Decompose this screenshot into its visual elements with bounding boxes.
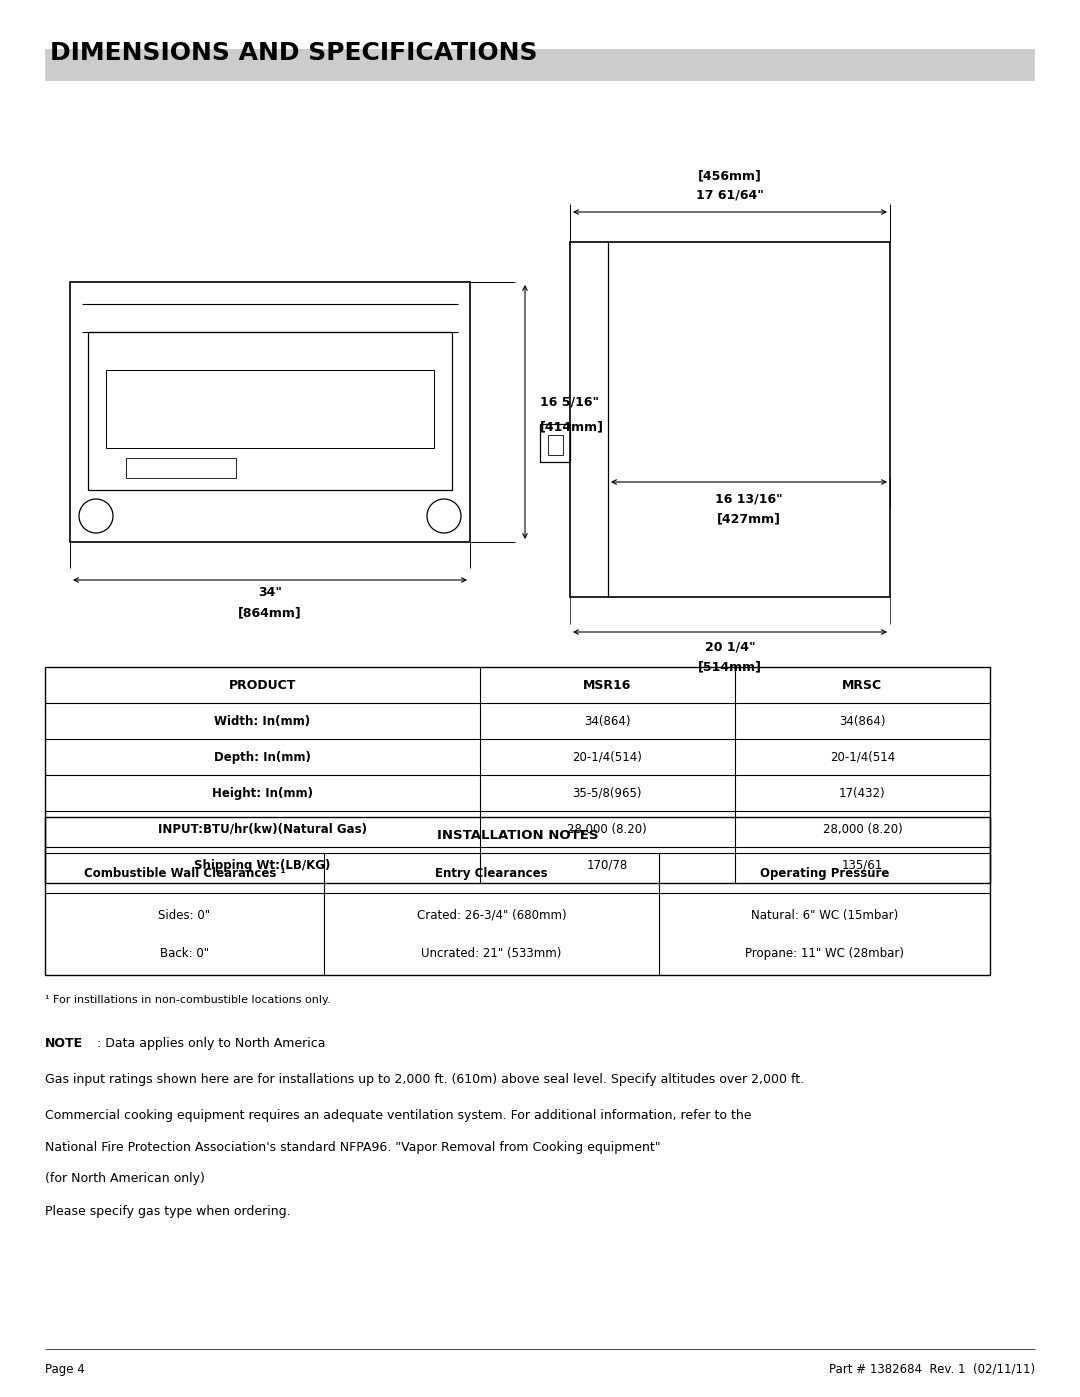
Text: [414mm]: [414mm]: [540, 420, 604, 433]
Text: Part # 1382684  Rev. 1  (02/11/11): Part # 1382684 Rev. 1 (02/11/11): [828, 1363, 1035, 1376]
Text: [864mm]: [864mm]: [238, 606, 302, 619]
Text: Combustible Wall Clearances ¹: Combustible Wall Clearances ¹: [83, 866, 285, 880]
Text: Crated: 26-3/4" (680mm): Crated: 26-3/4" (680mm): [417, 908, 566, 922]
Text: : Data applies only to North America: : Data applies only to North America: [97, 1037, 325, 1051]
Text: 34(864): 34(864): [584, 714, 631, 728]
Text: Shipping Wt:(LB/KG): Shipping Wt:(LB/KG): [194, 859, 330, 872]
Text: [456mm]: [456mm]: [698, 169, 761, 182]
Bar: [126, 458, 237, 478]
Text: DIMENSIONS AND SPECIFICATIONS: DIMENSIONS AND SPECIFICATIONS: [50, 41, 538, 66]
Text: National Fire Protection Association's standard NFPA96. "Vapor Removal from Cook: National Fire Protection Association's s…: [45, 1141, 661, 1154]
Text: 34(864): 34(864): [839, 714, 886, 728]
Bar: [87, 332, 453, 490]
Text: Natural: 6" WC (15mbar): Natural: 6" WC (15mbar): [751, 908, 899, 922]
Text: Back: 0": Back: 0": [160, 947, 208, 960]
Text: [427mm]: [427mm]: [717, 511, 781, 525]
Text: Uncrated: 21" (533mm): Uncrated: 21" (533mm): [421, 947, 562, 960]
Text: Please specify gas type when ordering.: Please specify gas type when ordering.: [45, 1206, 291, 1218]
Text: Width: In(mm): Width: In(mm): [214, 714, 310, 728]
Text: 35-5/8(965): 35-5/8(965): [572, 787, 642, 799]
Text: 135/61: 135/61: [841, 859, 883, 872]
Text: Depth: In(mm): Depth: In(mm): [214, 750, 311, 764]
Bar: [570, 242, 890, 597]
Text: 16 5/16": 16 5/16": [540, 395, 599, 408]
Text: 20 1/4": 20 1/4": [704, 640, 755, 652]
Text: Page 4: Page 4: [45, 1363, 84, 1376]
Bar: [70, 282, 470, 542]
Text: [514mm]: [514mm]: [698, 659, 762, 673]
Text: 16 13/16": 16 13/16": [715, 492, 783, 504]
Text: 28,000 (8.20): 28,000 (8.20): [823, 823, 902, 835]
Bar: [45, 49, 1035, 81]
Text: PRODUCT: PRODUCT: [229, 679, 296, 692]
Text: 20-1/4(514: 20-1/4(514: [829, 750, 895, 764]
Text: NOTE: NOTE: [45, 1037, 83, 1051]
Bar: [548, 434, 563, 455]
Bar: [45, 817, 990, 975]
Text: (for North American only): (for North American only): [45, 1172, 205, 1185]
Text: Commercial cooking equipment requires an adequate ventilation system. For additi: Commercial cooking equipment requires an…: [45, 1109, 752, 1122]
Text: 17 61/64": 17 61/64": [697, 189, 764, 203]
Text: Height: In(mm): Height: In(mm): [212, 787, 313, 799]
Text: Propane: 11" WC (28mbar): Propane: 11" WC (28mbar): [745, 947, 904, 960]
Text: INSTALLATION NOTES: INSTALLATION NOTES: [436, 828, 598, 841]
Bar: [45, 666, 990, 883]
Bar: [540, 425, 570, 462]
Bar: [106, 370, 434, 448]
Text: Gas input ratings shown here are for installations up to 2,000 ft. (610m) above : Gas input ratings shown here are for ins…: [45, 1073, 805, 1085]
Text: 17(432): 17(432): [839, 787, 886, 799]
Text: MRSC: MRSC: [842, 679, 882, 692]
Text: Sides: 0": Sides: 0": [159, 908, 211, 922]
Text: Entry Clearances: Entry Clearances: [435, 866, 548, 880]
Text: 28,000 (8.20): 28,000 (8.20): [567, 823, 647, 835]
Text: 34": 34": [258, 585, 282, 599]
Text: Operating Pressure: Operating Pressure: [760, 866, 889, 880]
Text: 20-1/4(514): 20-1/4(514): [572, 750, 643, 764]
Text: 170/78: 170/78: [586, 859, 627, 872]
Text: ¹ For instillations in non-combustible locations only.: ¹ For instillations in non-combustible l…: [45, 995, 330, 1004]
Text: MSR16: MSR16: [583, 679, 632, 692]
Text: INPUT:BTU/hr(kw)(Natural Gas): INPUT:BTU/hr(kw)(Natural Gas): [158, 823, 367, 835]
